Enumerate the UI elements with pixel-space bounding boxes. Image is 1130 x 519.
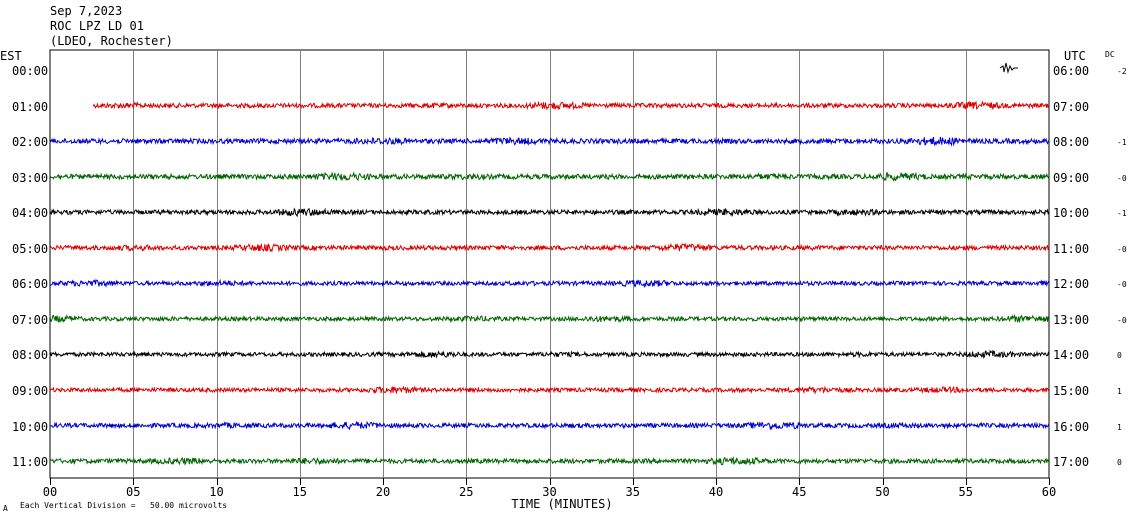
dc-title: DC xyxy=(1105,50,1115,59)
chart-date: Sep 7,2023 xyxy=(50,4,123,18)
est-hour-label: 00:00 xyxy=(12,64,49,78)
dc-offset-label: 1 xyxy=(1117,386,1122,396)
trace-0200 xyxy=(49,136,1050,147)
trace-0900 xyxy=(49,385,1050,395)
utc-hour-label: 17:00 xyxy=(1053,455,1090,470)
corner-mark: A xyxy=(3,504,8,513)
utc-hour-label: 10:00 xyxy=(1053,206,1090,221)
utc-axis-title: UTC xyxy=(1064,49,1086,63)
x-tick-label-50: 50 xyxy=(875,485,889,499)
x-tick-label-05: 05 xyxy=(126,485,140,499)
network-label: (LDEO, Rochester) xyxy=(50,34,173,48)
trace-0300 xyxy=(49,171,1050,182)
utc-hour-label: 12:00 xyxy=(1053,277,1090,292)
dc-offset-label: -1 xyxy=(1117,209,1127,219)
est-hour-label: 04:00 xyxy=(12,206,49,221)
est-hour-label: 11:00 xyxy=(12,455,49,470)
trace-1100 xyxy=(49,456,1050,466)
x-tick-label-60: 60 xyxy=(1042,485,1056,499)
trace-0700 xyxy=(49,313,1050,324)
utc-hour-label: 06:00 xyxy=(1053,64,1090,78)
est-hour-label: 06:00 xyxy=(12,277,49,292)
x-tick-label-45: 45 xyxy=(792,485,806,499)
dc-offset-label: 1 xyxy=(1117,422,1122,432)
est-hour-label: 03:00 xyxy=(12,170,49,185)
trace-0800 xyxy=(49,349,1050,360)
est-hour-label: 09:00 xyxy=(12,383,49,398)
est-hour-label: 02:00 xyxy=(12,135,49,150)
utc-hour-label: 07:00 xyxy=(1053,99,1090,114)
est-hour-label: 01:00 xyxy=(12,99,49,114)
trace-0400 xyxy=(49,207,1049,218)
x-tick-label-20: 20 xyxy=(376,485,390,499)
dc-offset-label: 0 xyxy=(1117,458,1122,468)
est-hour-label: 07:00 xyxy=(12,312,49,327)
utc-hour-label: 15:00 xyxy=(1053,383,1090,398)
utc-hour-label: 09:00 xyxy=(1053,170,1090,185)
dc-offset-label: -1 xyxy=(1117,138,1127,148)
est-hour-label: 08:00 xyxy=(12,348,49,363)
x-tick-label-15: 15 xyxy=(293,485,307,499)
utc-hour-label: 11:00 xyxy=(1053,241,1090,256)
scale-note: Each Vertical Division = 50.00 microvolt… xyxy=(20,501,228,510)
est-hour-label: 10:00 xyxy=(12,419,49,434)
est-axis-title: EST xyxy=(0,49,22,63)
dc-offset-label: 0 xyxy=(1117,351,1122,361)
trace-0100 xyxy=(92,100,1050,111)
x-tick-label-30: 30 xyxy=(542,485,556,499)
dc-offset-label: -0 xyxy=(1117,280,1127,290)
trace-1000 xyxy=(49,420,1050,431)
x-tick-label-25: 25 xyxy=(459,485,473,499)
trace-0500 xyxy=(49,242,1050,253)
station-code: ROC LPZ LD 01 xyxy=(50,19,144,33)
trace-0600 xyxy=(49,278,1050,289)
x-axis-label: TIME (MINUTES) xyxy=(511,497,612,511)
x-tick-label-40: 40 xyxy=(709,485,723,499)
x-tick-label-10: 10 xyxy=(209,485,223,499)
utc-hour-label: 16:00 xyxy=(1053,419,1090,434)
event-marker-icon xyxy=(999,62,1018,74)
plot-frame xyxy=(49,49,1050,479)
x-tick-label-00: 00 xyxy=(43,485,57,499)
dc-offset-label: -2 xyxy=(1117,67,1127,76)
x-tick-label-35: 35 xyxy=(626,485,640,499)
est-hour-label: 05:00 xyxy=(12,241,49,256)
x-tick-label-55: 55 xyxy=(959,485,973,499)
utc-hour-label: 13:00 xyxy=(1053,312,1090,327)
dc-offset-label: -0 xyxy=(1117,315,1127,325)
utc-hour-label: 14:00 xyxy=(1053,348,1090,363)
utc-hour-label: 08:00 xyxy=(1053,135,1090,150)
dc-offset-label: -0 xyxy=(1117,244,1127,254)
dc-offset-label: -0 xyxy=(1117,173,1127,183)
